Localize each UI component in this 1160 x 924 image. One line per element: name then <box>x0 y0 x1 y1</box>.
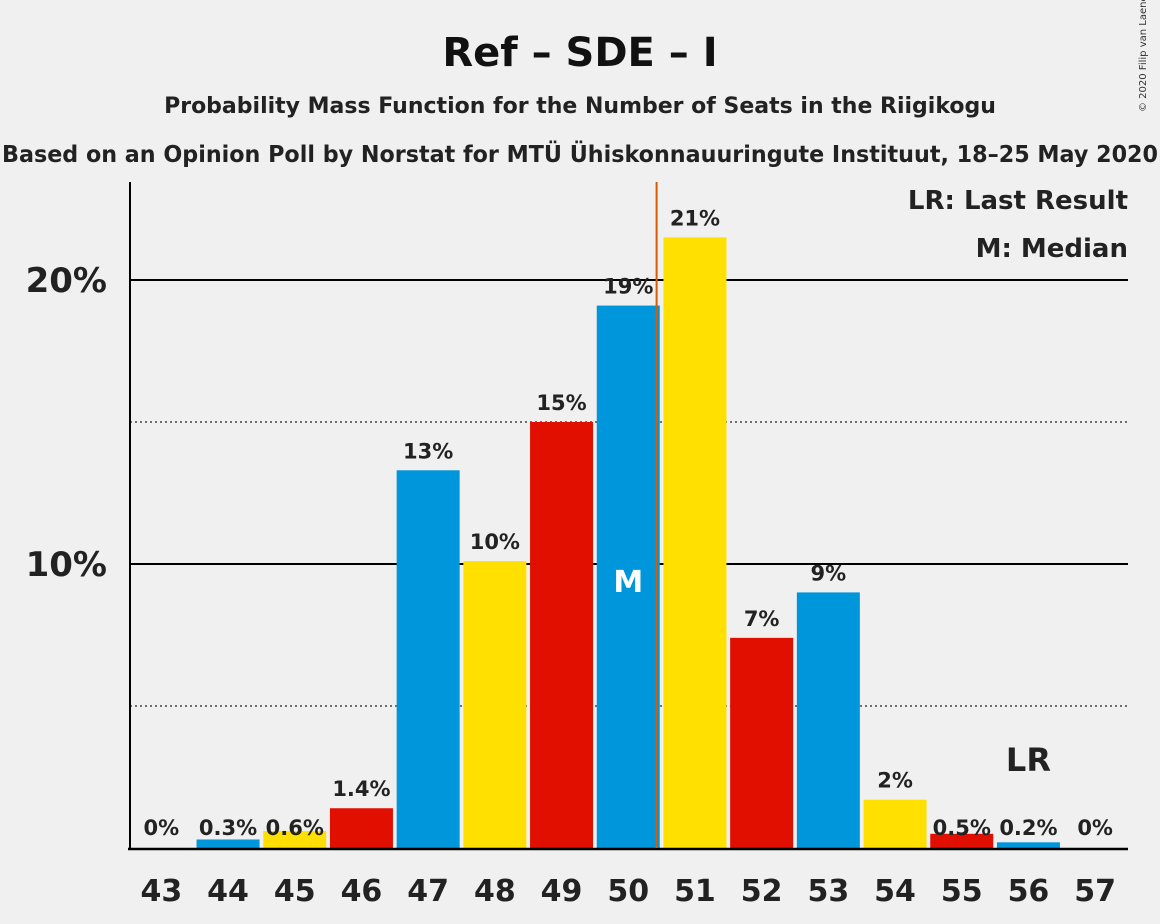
data-label: 0.3% <box>199 816 257 840</box>
data-label: 1.4% <box>332 777 390 801</box>
x-axis: 43 44 45 46 47 48 49 50 51 52 53 54 55 56 57 <box>128 849 1128 909</box>
bar-seat-51 <box>663 237 726 848</box>
data-label: 0.6% <box>266 816 324 840</box>
y-tick-label: 10% <box>26 545 107 585</box>
bar-seat-52 <box>730 638 793 848</box>
data-label: 21% <box>670 206 720 230</box>
x-tick-label: 43 <box>140 874 182 909</box>
data-label: 9% <box>811 561 847 585</box>
x-tick-label: 45 <box>274 874 316 909</box>
x-tick-label: 56 <box>1008 874 1050 909</box>
data-label: 2% <box>877 769 913 793</box>
data-label: 10% <box>470 530 520 554</box>
x-tick-label: 50 <box>607 874 649 909</box>
bar-seat-47 <box>397 470 460 848</box>
median-marker: M <box>613 565 643 600</box>
x-tick-label: 57 <box>1074 874 1116 909</box>
data-label: 15% <box>536 391 586 415</box>
x-tick-label: 48 <box>474 874 516 909</box>
x-tick-label: 53 <box>807 874 849 909</box>
data-label: 7% <box>744 607 780 631</box>
bar-seat-48 <box>463 561 526 848</box>
bar-seat-46 <box>330 808 393 848</box>
x-tick-label: 49 <box>541 874 583 909</box>
y-axis: 10% 20% <box>26 182 130 850</box>
x-tick-label: 47 <box>407 874 449 909</box>
data-label: 0.2% <box>999 816 1057 840</box>
data-label: 0.5% <box>933 816 991 840</box>
bar-seat-54 <box>864 800 927 848</box>
x-tick-label: 54 <box>874 874 916 909</box>
last-result-marker: LR <box>1006 741 1051 779</box>
data-label: 19% <box>603 275 653 299</box>
data-label: 0% <box>1077 816 1113 840</box>
bar-seat-44 <box>197 839 260 848</box>
x-tick-label: 55 <box>941 874 983 909</box>
data-label: 13% <box>403 439 453 463</box>
chart-subtitle: Probability Mass Function for the Number… <box>164 94 996 119</box>
chart-source: Based on an Opinion Poll by Norstat for … <box>2 140 1158 168</box>
x-tick-label: 44 <box>207 874 249 909</box>
bar-seat-49 <box>530 422 593 848</box>
x-tick-label: 46 <box>341 874 383 909</box>
bar-seat-56 <box>997 842 1060 848</box>
bar-seat-53 <box>797 592 860 848</box>
x-tick-label: 51 <box>674 874 716 909</box>
x-tick-label: 52 <box>741 874 783 909</box>
data-label: 0% <box>144 816 180 840</box>
bars <box>197 237 1060 848</box>
legend-median: M: Median <box>976 234 1128 264</box>
chart-title: Ref – SDE – I <box>442 30 717 76</box>
copyright-note: © 2020 Filip van Laenen <box>1138 0 1149 112</box>
y-tick-label: 20% <box>26 261 107 301</box>
legend-last-result: LR: Last Result <box>908 186 1128 216</box>
